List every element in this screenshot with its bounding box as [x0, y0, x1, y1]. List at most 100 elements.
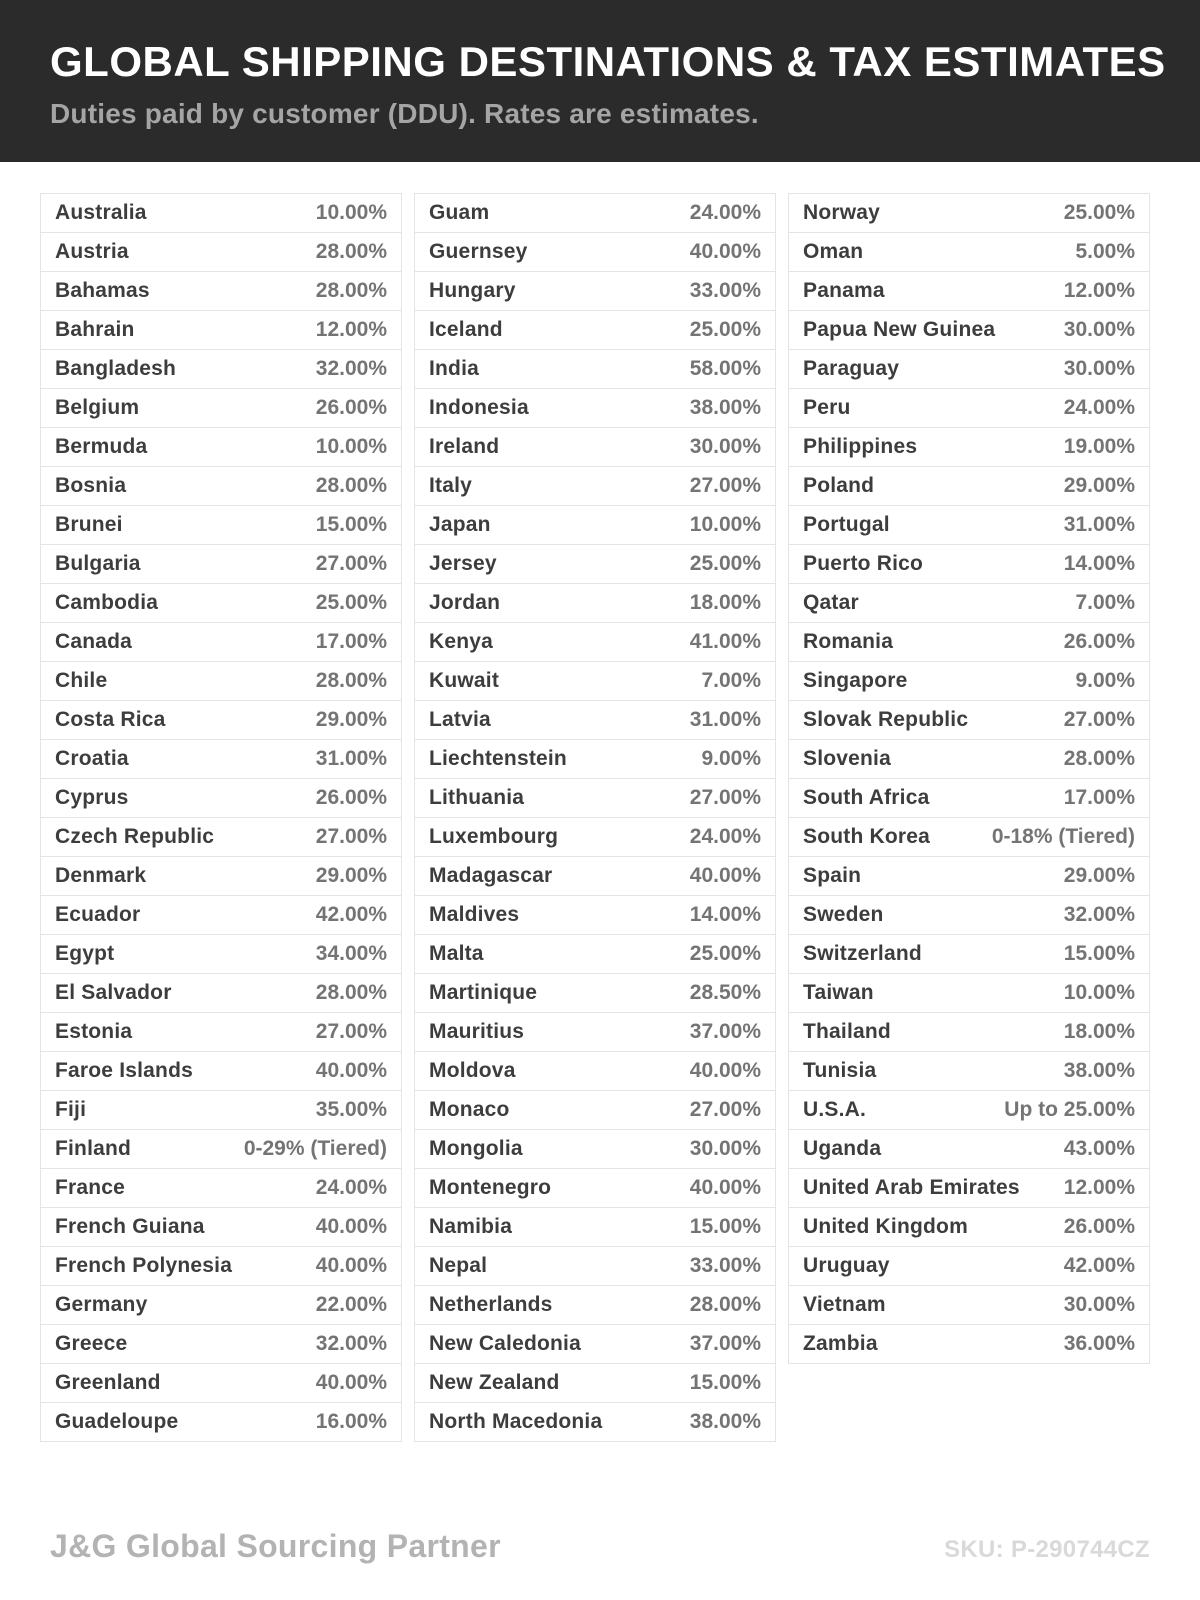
table-row: Spain 29.00%: [789, 857, 1149, 896]
rate-value: 32.00%: [315, 1332, 387, 1355]
rate-value: 40.00%: [315, 1371, 387, 1394]
country-label: Taiwan: [803, 981, 874, 1004]
table-row: Slovenia 28.00%: [789, 740, 1149, 779]
country-label: South Korea: [803, 825, 931, 848]
rate-value: 10.00%: [315, 435, 387, 458]
table-row: Qatar 7.00%: [789, 584, 1149, 623]
rate-value: 25.00%: [689, 942, 761, 965]
rate-value: 25.00%: [315, 591, 387, 614]
table-row: Bahrain 12.00%: [41, 311, 401, 350]
country-label: Australia: [55, 201, 147, 224]
rate-value: 29.00%: [1063, 864, 1135, 887]
rate-value: 27.00%: [315, 1020, 387, 1043]
table-row: Guam 24.00%: [415, 194, 775, 233]
table-row: Belgium 26.00%: [41, 389, 401, 428]
rate-value: 14.00%: [689, 903, 761, 926]
country-label: Uganda: [803, 1137, 882, 1160]
country-label: Cambodia: [55, 591, 159, 614]
table-row: Oman 5.00%: [789, 233, 1149, 272]
table-row: Cambodia 25.00%: [41, 584, 401, 623]
country-label: Jordan: [429, 591, 501, 614]
rate-value: 28.00%: [315, 981, 387, 1004]
country-label: Martinique: [429, 981, 538, 1004]
rate-value: 10.00%: [689, 513, 761, 536]
table-row: French Polynesia 40.00%: [41, 1247, 401, 1286]
country-label: Faroe Islands: [55, 1059, 193, 1082]
table-row: Philippines 19.00%: [789, 428, 1149, 467]
country-label: Bangladesh: [55, 357, 177, 380]
rate-value: 24.00%: [689, 201, 761, 224]
country-label: Papua New Guinea: [803, 318, 996, 341]
rate-value: 27.00%: [689, 786, 761, 809]
sku-label: SKU: P-290744CZ: [944, 1536, 1150, 1563]
rate-value: 15.00%: [1063, 942, 1135, 965]
country-label: Mongolia: [429, 1137, 523, 1160]
rate-value: 28.00%: [315, 240, 387, 263]
table-row: Luxembourg 24.00%: [415, 818, 775, 857]
table-row: Zambia 36.00%: [789, 1325, 1149, 1363]
country-label: Lithuania: [429, 786, 525, 809]
rate-value: 28.50%: [689, 981, 761, 1004]
country-label: Bermuda: [55, 435, 148, 458]
table-row: Chile 28.00%: [41, 662, 401, 701]
country-label: Italy: [429, 474, 473, 497]
table-row: Croatia 31.00%: [41, 740, 401, 779]
country-label: Netherlands: [429, 1293, 553, 1316]
table-row: El Salvador 28.00%: [41, 974, 401, 1013]
table-row: Kuwait 7.00%: [415, 662, 775, 701]
rate-value: 30.00%: [1063, 1293, 1135, 1316]
country-label: Greece: [55, 1332, 128, 1355]
rate-value: 27.00%: [315, 825, 387, 848]
table-row: Australia 10.00%: [41, 194, 401, 233]
rate-value: 9.00%: [701, 747, 761, 770]
table-row: Czech Republic 27.00%: [41, 818, 401, 857]
table-row: Nepal 33.00%: [415, 1247, 775, 1286]
country-label: U.S.A.: [803, 1098, 867, 1121]
country-label: Zambia: [803, 1332, 878, 1355]
country-label: Tunisia: [803, 1059, 877, 1082]
footer: J&G Global Sourcing Partner SKU: P-29074…: [50, 1528, 1150, 1565]
header-banner: GLOBAL SHIPPING DESTINATIONS & TAX ESTIM…: [0, 0, 1200, 162]
table-row: Italy 27.00%: [415, 467, 775, 506]
table-row: Jersey 25.00%: [415, 545, 775, 584]
table-row: Switzerland 15.00%: [789, 935, 1149, 974]
table-row: Montenegro 40.00%: [415, 1169, 775, 1208]
country-label: Vietnam: [803, 1293, 886, 1316]
country-label: New Zealand: [429, 1371, 560, 1394]
rates-column-2: Guam 24.00% Guernsey 40.00% Hungary 33.0…: [414, 193, 776, 1442]
country-label: Qatar: [803, 591, 859, 614]
rate-value: 0-29% (Tiered): [243, 1137, 387, 1160]
table-row: Papua New Guinea 30.00%: [789, 311, 1149, 350]
table-row: U.S.A. Up to 25.00%: [789, 1091, 1149, 1130]
country-label: Croatia: [55, 747, 129, 770]
country-label: Hungary: [429, 279, 516, 302]
rate-value: 10.00%: [315, 201, 387, 224]
country-label: Fiji: [55, 1098, 87, 1121]
country-label: Thailand: [803, 1020, 891, 1043]
rate-value: 24.00%: [1063, 396, 1135, 419]
table-row: Portugal 31.00%: [789, 506, 1149, 545]
table-row: Bangladesh 32.00%: [41, 350, 401, 389]
rate-value: 30.00%: [1063, 318, 1135, 341]
rate-value: 43.00%: [1063, 1137, 1135, 1160]
rate-value: 27.00%: [1063, 708, 1135, 731]
table-row: Cyprus 26.00%: [41, 779, 401, 818]
rate-value: 22.00%: [315, 1293, 387, 1316]
country-label: Malta: [429, 942, 484, 965]
table-row: Liechtenstein 9.00%: [415, 740, 775, 779]
rate-value: 18.00%: [1063, 1020, 1135, 1043]
rate-value: 37.00%: [689, 1332, 761, 1355]
rate-value: 30.00%: [1063, 357, 1135, 380]
country-label: Paraguay: [803, 357, 900, 380]
table-row: Iceland 25.00%: [415, 311, 775, 350]
country-label: North Macedonia: [429, 1410, 603, 1433]
country-label: Kuwait: [429, 669, 500, 692]
table-row: Estonia 27.00%: [41, 1013, 401, 1052]
country-label: Guadeloupe: [55, 1410, 179, 1433]
rate-value: 42.00%: [315, 903, 387, 926]
table-row: Guernsey 40.00%: [415, 233, 775, 272]
country-label: Poland: [803, 474, 875, 497]
rate-value: 40.00%: [315, 1059, 387, 1082]
country-label: French Guiana: [55, 1215, 205, 1238]
country-label: Uruguay: [803, 1254, 890, 1277]
